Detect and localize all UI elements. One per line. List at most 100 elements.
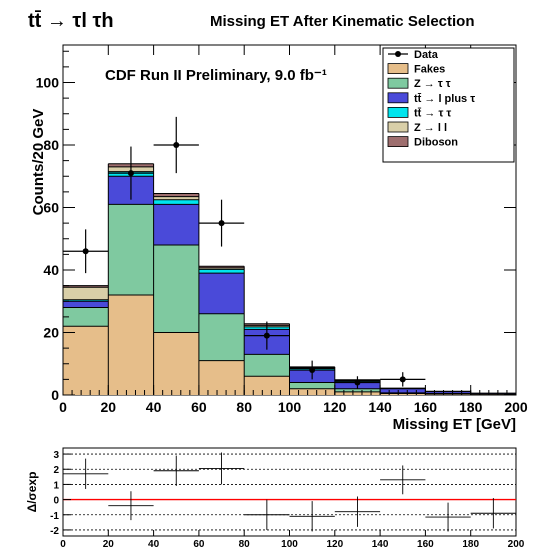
legend-label: Fakes (414, 64, 445, 76)
residual-point (153, 455, 199, 486)
residual-y-tick-label: 0 (53, 496, 59, 507)
residual-point (108, 491, 154, 521)
x-tick-label: 140 (368, 399, 392, 415)
bar (425, 391, 471, 394)
residual-points (63, 452, 516, 532)
residual-x-tick-label: 200 (508, 539, 525, 549)
residual-point (425, 502, 471, 532)
data-marker (399, 376, 406, 383)
process-label: tt̄ → τl τh (28, 10, 114, 32)
data-point (380, 372, 426, 387)
residual-point (380, 465, 426, 495)
residual-point (334, 496, 381, 527)
stack-bars (62, 163, 516, 395)
bar (198, 313, 245, 361)
residual-y-tick-label: -2 (50, 526, 59, 537)
residual-point (289, 501, 335, 532)
series-0 (63, 295, 516, 395)
residual-y-tick-label: 2 (53, 465, 59, 476)
bar (63, 326, 109, 395)
legend-label: Z → l l (414, 122, 447, 134)
bar (334, 391, 381, 395)
residual-axes: 0 20 40 60 80 100 120 140 160 180 200 -2 -1 0 1 2 3 (50, 450, 525, 549)
legend-swatch (387, 92, 409, 104)
legend-label: tt̄ → τ τ (414, 107, 451, 119)
bar (108, 204, 154, 295)
bar (289, 382, 335, 389)
legend-item: Data (388, 49, 439, 61)
data-point (244, 321, 290, 350)
x-tick-label: 160 (414, 399, 438, 415)
data-marker (309, 367, 316, 373)
data-point (153, 116, 199, 174)
residual-x-tick-label: 20 (103, 539, 115, 549)
legend-swatch (387, 136, 409, 148)
residual-x-tick-label: 100 (281, 539, 298, 549)
bar (198, 269, 245, 274)
residual-x-tick-label: 60 (193, 539, 205, 549)
residual-y-tick-label: -1 (50, 511, 59, 522)
y-axis-label: Counts/20 GeV (30, 109, 47, 216)
x-tick-label: 20 (101, 399, 117, 415)
data-marker (354, 379, 361, 386)
residual-point (470, 498, 516, 529)
x-tick-label: 80 (236, 399, 252, 415)
x-tick-label: 100 (278, 399, 302, 415)
legend-label: tt̄ → l plus τ (414, 93, 475, 105)
residual-x-tick-label: 40 (148, 539, 160, 549)
residual-grid (63, 453, 516, 531)
x-tick-label: 200 (504, 399, 528, 415)
y-tick-label: 100 (36, 75, 60, 91)
legend-item: Z → l l (387, 121, 447, 134)
y-tick-label: 80 (43, 137, 59, 153)
bar (244, 354, 290, 377)
bar (198, 266, 245, 268)
bar (63, 307, 109, 327)
bar (380, 393, 426, 395)
bar (380, 388, 426, 393)
bar (198, 360, 245, 395)
main-axes: 0 20 40 60 80 100 120 140 160 180 200 0 20 40 60 80 100 (36, 45, 528, 415)
legend-item: tt̄ → l plus τ (387, 92, 475, 105)
residual-plot-frame (62, 447, 517, 537)
legend-swatch (387, 107, 409, 118)
y-tick-label: 20 (43, 325, 59, 341)
y-tick-label: 60 (43, 200, 59, 216)
data-point (334, 376, 381, 389)
data-marker (263, 332, 270, 339)
figure-title: Missing ET After Kinematic Selection (210, 13, 475, 30)
data-point (63, 229, 109, 274)
x-tick-label: 0 (59, 399, 67, 415)
bar (63, 301, 109, 308)
data-marker (127, 170, 134, 177)
bar (63, 299, 109, 302)
data-marker (82, 248, 89, 255)
residual-y-tick-label: 3 (53, 450, 59, 461)
legend-swatch (387, 63, 409, 74)
legend-label: Diboson (414, 137, 458, 149)
bar (244, 376, 290, 395)
data-point (289, 360, 335, 380)
legend-label: Z → τ τ (414, 78, 451, 90)
residual-y-tick-label: 1 (53, 480, 59, 491)
bar (108, 295, 154, 395)
bar (153, 193, 199, 197)
residual-plot: 0 20 40 60 80 100 120 140 160 180 200 -2 -1 0 1 2 3 Δ/σe… (25, 447, 525, 549)
x-tick-label: 180 (459, 399, 483, 415)
bar (153, 332, 199, 395)
legend-item: Diboson (387, 136, 458, 149)
residual-x-tick-label: 140 (372, 539, 389, 549)
legend-swatch (387, 77, 409, 89)
bar (153, 199, 199, 205)
bar (63, 287, 109, 300)
residual-x-tick-label: 0 (60, 539, 66, 549)
bar (63, 285, 109, 288)
y-tick-label: 0 (51, 387, 59, 403)
residual-point (63, 458, 109, 489)
x-tick-label: 120 (323, 399, 347, 415)
legend-label: Data (414, 49, 439, 61)
bar (153, 245, 199, 333)
main-plot: 0 20 40 60 80 100 120 140 160 180 200020406080100 … (30, 44, 528, 433)
bar (198, 273, 245, 314)
